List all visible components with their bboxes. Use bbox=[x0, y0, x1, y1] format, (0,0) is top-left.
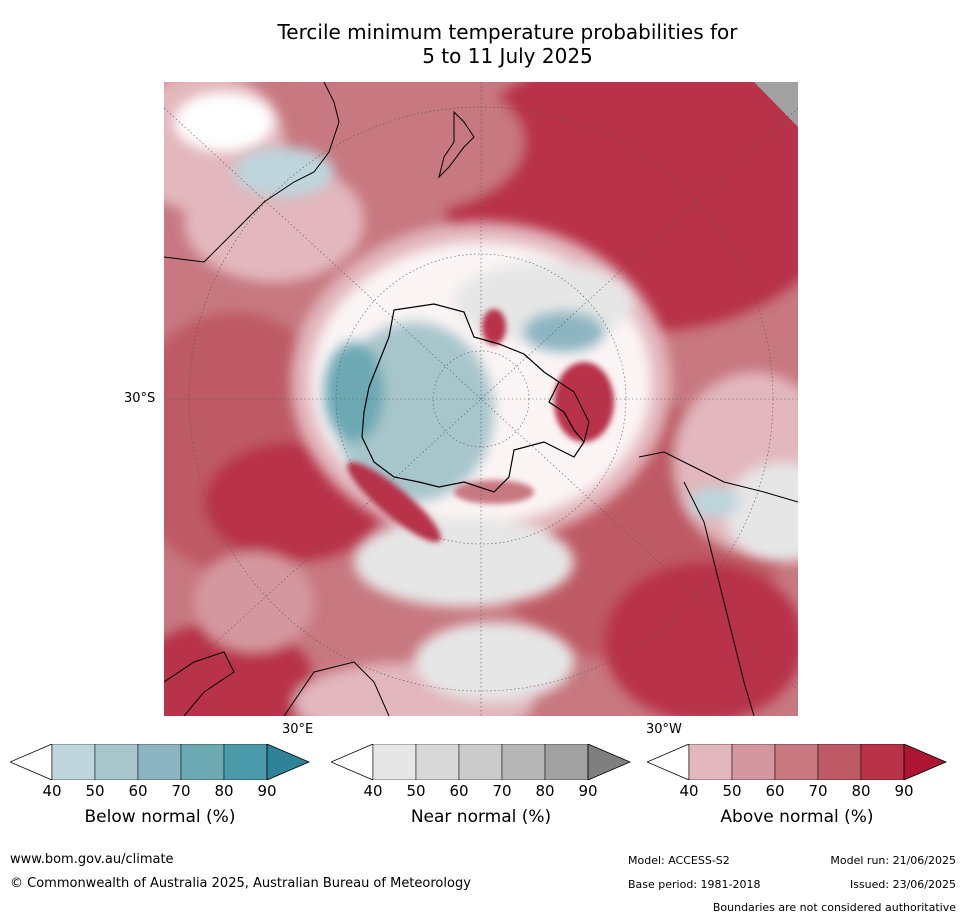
australia-outline bbox=[164, 82, 340, 263]
colorbar-above-svg bbox=[645, 743, 948, 781]
colorbar-near: 40 50 60 70 80 90 Near normal (%) bbox=[329, 743, 632, 834]
antarctic-peninsula-outline bbox=[558, 381, 590, 443]
colorbar-near-svg bbox=[329, 743, 632, 781]
lon-label-30w: 30°W bbox=[646, 722, 682, 737]
lat-label-30s: 30°S bbox=[124, 391, 156, 406]
no-data-corner bbox=[754, 82, 798, 127]
colorbar-tick-label: 80 bbox=[535, 782, 555, 800]
colorbar-near-segment bbox=[415, 743, 460, 781]
colorbar-near-segment bbox=[458, 743, 503, 781]
colorbar-below-segment bbox=[51, 743, 96, 781]
colorbar-tick-label: 50 bbox=[722, 782, 742, 800]
colorbar-above: 40 50 60 70 80 90 Above normal (%) bbox=[645, 743, 948, 834]
probability-map bbox=[164, 82, 798, 716]
colorbar-near-extend-low bbox=[329, 743, 374, 781]
colorbar-below-segment bbox=[94, 743, 139, 781]
colorbar-near-segment bbox=[501, 743, 546, 781]
map-svg bbox=[164, 82, 798, 716]
colorbar-below-extend-high bbox=[266, 743, 311, 781]
map-title-line2: 5 to 11 July 2025 bbox=[422, 44, 593, 68]
colorbar-below-segment bbox=[180, 743, 225, 781]
colorbar-below-title: Below normal (%) bbox=[84, 807, 236, 827]
graticule bbox=[164, 82, 798, 716]
map-title-line1: Tercile minimum temperature probabilitie… bbox=[277, 20, 738, 44]
colorbar-tick-label: 40 bbox=[42, 782, 62, 800]
footer-copyright: © Commonwealth of Australia 2025, Austra… bbox=[10, 876, 471, 891]
colorbar-below-segment bbox=[223, 743, 268, 781]
colorbar-above-title: Above normal (%) bbox=[720, 807, 874, 827]
colorbar-tick-label: 60 bbox=[765, 782, 785, 800]
south-america-outline bbox=[638, 451, 798, 716]
colorbar-above-segment bbox=[817, 743, 862, 781]
colorbar-tick-label: 70 bbox=[492, 782, 512, 800]
new-zealand-outline bbox=[438, 110, 475, 179]
colorbar-tick-label: 50 bbox=[406, 782, 426, 800]
colorbar-near-segment bbox=[544, 743, 589, 781]
colorbar-above-extend-low bbox=[645, 743, 690, 781]
colorbar-tick-label: 80 bbox=[214, 782, 234, 800]
colorbar-above-segment bbox=[731, 743, 776, 781]
colorbar-near-segment bbox=[372, 743, 417, 781]
colorbar-tick-label: 40 bbox=[679, 782, 699, 800]
colorbar-above-segment bbox=[688, 743, 733, 781]
colorbar-tick-label: 90 bbox=[894, 782, 914, 800]
colorbar-below: 40 50 60 70 80 90 Below normal (%) bbox=[8, 743, 311, 834]
africa-outline bbox=[164, 651, 390, 716]
map-title: Tercile minimum temperature probabilitie… bbox=[0, 20, 965, 68]
colorbar-below-svg bbox=[8, 743, 311, 781]
antarctica-outline bbox=[361, 303, 585, 493]
colorbar-above-segment bbox=[860, 743, 905, 781]
colorbar-tick-label: 70 bbox=[171, 782, 191, 800]
colorbar-tick-label: 40 bbox=[363, 782, 383, 800]
colorbar-tick-label: 80 bbox=[851, 782, 871, 800]
footer-issued: Issued: 23/06/2025 bbox=[849, 878, 956, 891]
colorbar-tick-label: 60 bbox=[128, 782, 148, 800]
colorbar-tick-label: 70 bbox=[808, 782, 828, 800]
colorbar-tick-label: 50 bbox=[85, 782, 105, 800]
colorbar-tick-label: 90 bbox=[578, 782, 598, 800]
colorbar-below-extend-low bbox=[8, 743, 53, 781]
colorbar-below-segment bbox=[137, 743, 182, 781]
footer-disclaimer: Boundaries are not considered authoritat… bbox=[712, 901, 956, 914]
colorbar-near-extend-high bbox=[587, 743, 632, 781]
footer-model: Model: ACCESS-S2 bbox=[628, 854, 730, 867]
footer-website: www.bom.gov.au/climate bbox=[10, 852, 174, 867]
lon-label-30e: 30°E bbox=[282, 722, 314, 737]
colorbar-above-segment bbox=[774, 743, 819, 781]
footer-base-period: Base period: 1981-2018 bbox=[628, 878, 761, 891]
colorbar-tick-label: 60 bbox=[449, 782, 469, 800]
colorbar-near-title: Near normal (%) bbox=[410, 807, 552, 827]
colorbar-tick-label: 90 bbox=[257, 782, 277, 800]
colorbar-above-extend-high bbox=[903, 743, 948, 781]
footer-model-run: Model run: 21/06/2025 bbox=[830, 854, 956, 867]
